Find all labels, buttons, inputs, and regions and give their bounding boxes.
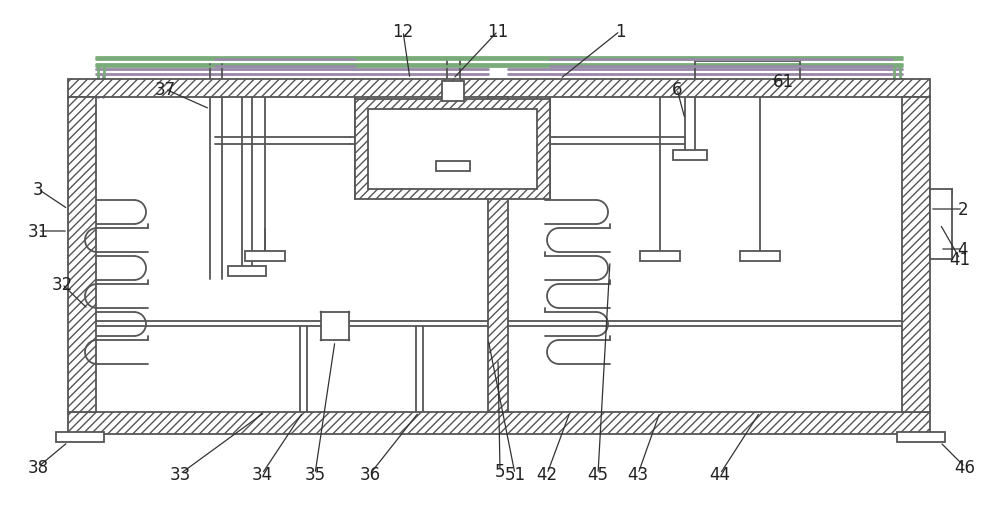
Text: 31: 31 <box>27 222 49 241</box>
Text: 61: 61 <box>772 73 794 91</box>
Bar <box>355 100 550 200</box>
Bar <box>488 98 508 412</box>
Text: 46: 46 <box>954 458 975 476</box>
Text: 3: 3 <box>33 181 43 199</box>
Bar <box>68 412 930 434</box>
Text: 34: 34 <box>251 465 273 483</box>
Text: 6: 6 <box>672 81 682 99</box>
Bar <box>897 432 945 442</box>
Text: 51: 51 <box>504 465 526 483</box>
Text: 33: 33 <box>169 465 191 483</box>
Text: 45: 45 <box>588 465 608 483</box>
Bar <box>245 251 285 262</box>
Text: 38: 38 <box>27 458 49 476</box>
Bar <box>321 313 349 341</box>
Bar <box>436 162 470 172</box>
Bar <box>68 98 96 412</box>
Text: 44: 44 <box>710 465 730 483</box>
Bar <box>368 110 537 190</box>
Bar <box>228 267 266 276</box>
Text: 1: 1 <box>615 23 625 41</box>
Text: 43: 43 <box>627 465 649 483</box>
Bar <box>740 251 780 262</box>
Bar <box>902 98 930 412</box>
Text: 5: 5 <box>495 462 505 480</box>
Text: 35: 35 <box>304 465 326 483</box>
Text: 11: 11 <box>487 23 509 41</box>
Bar <box>442 82 464 102</box>
Text: 32: 32 <box>51 275 73 293</box>
Bar <box>673 151 707 161</box>
Bar <box>68 80 930 98</box>
Text: 41: 41 <box>949 250 971 268</box>
Bar <box>930 190 952 260</box>
Text: 36: 36 <box>359 465 381 483</box>
Text: 42: 42 <box>536 465 558 483</box>
Bar <box>640 251 680 262</box>
Bar <box>56 432 104 442</box>
Text: 12: 12 <box>392 23 414 41</box>
Text: 2: 2 <box>958 201 968 218</box>
Text: 4: 4 <box>958 241 968 259</box>
Text: 37: 37 <box>154 81 176 99</box>
